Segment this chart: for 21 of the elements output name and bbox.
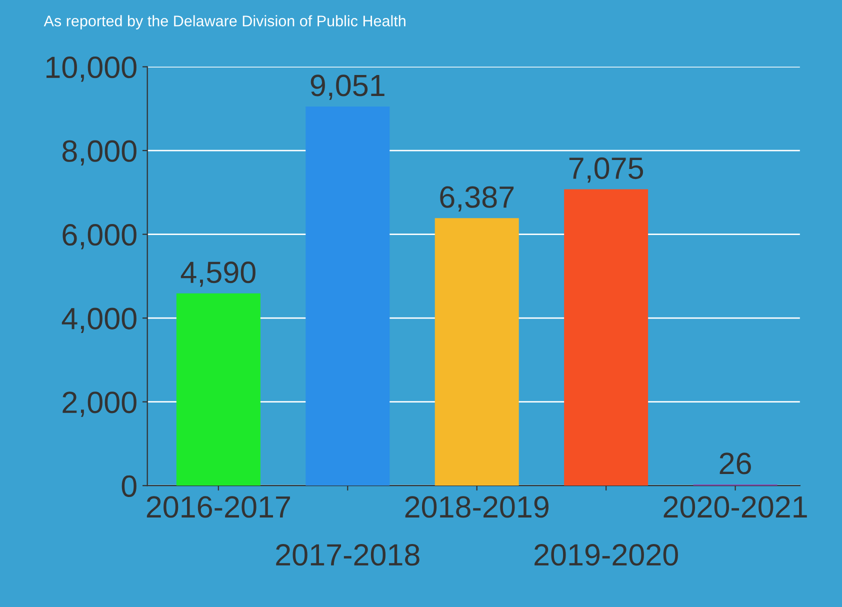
data-label: 26 [720, 452, 751, 474]
y-tick-label: 0 [122, 475, 136, 497]
y-tick-label: 8,000 [62, 140, 136, 166]
x-tick-label: 2017-2018 [276, 544, 420, 566]
bar [176, 293, 260, 486]
data-label: 9,051 [310, 74, 384, 100]
data-label: 7,075 [569, 157, 644, 183]
bar [306, 106, 390, 486]
text: As reported by the Delaware Division of Public Health [44, 15, 406, 30]
bar [434, 218, 519, 486]
y-tick-label: 2,000 [62, 392, 136, 417]
data-label: 6,387 [440, 186, 514, 212]
y-tick-label: 4,000 [62, 308, 136, 334]
x-tick-label: 2016-2017 [146, 496, 290, 518]
y-tick-label: 6,000 [62, 224, 136, 250]
bar [564, 189, 648, 486]
x-tick-label: 2018-2019 [405, 496, 548, 518]
y-tick-label: 10,000 [46, 56, 136, 82]
x-tick-label: 2019-2020 [534, 544, 678, 566]
x-tick-label: 2020-2021 [664, 496, 807, 518]
data-label: 4,590 [180, 262, 256, 287]
